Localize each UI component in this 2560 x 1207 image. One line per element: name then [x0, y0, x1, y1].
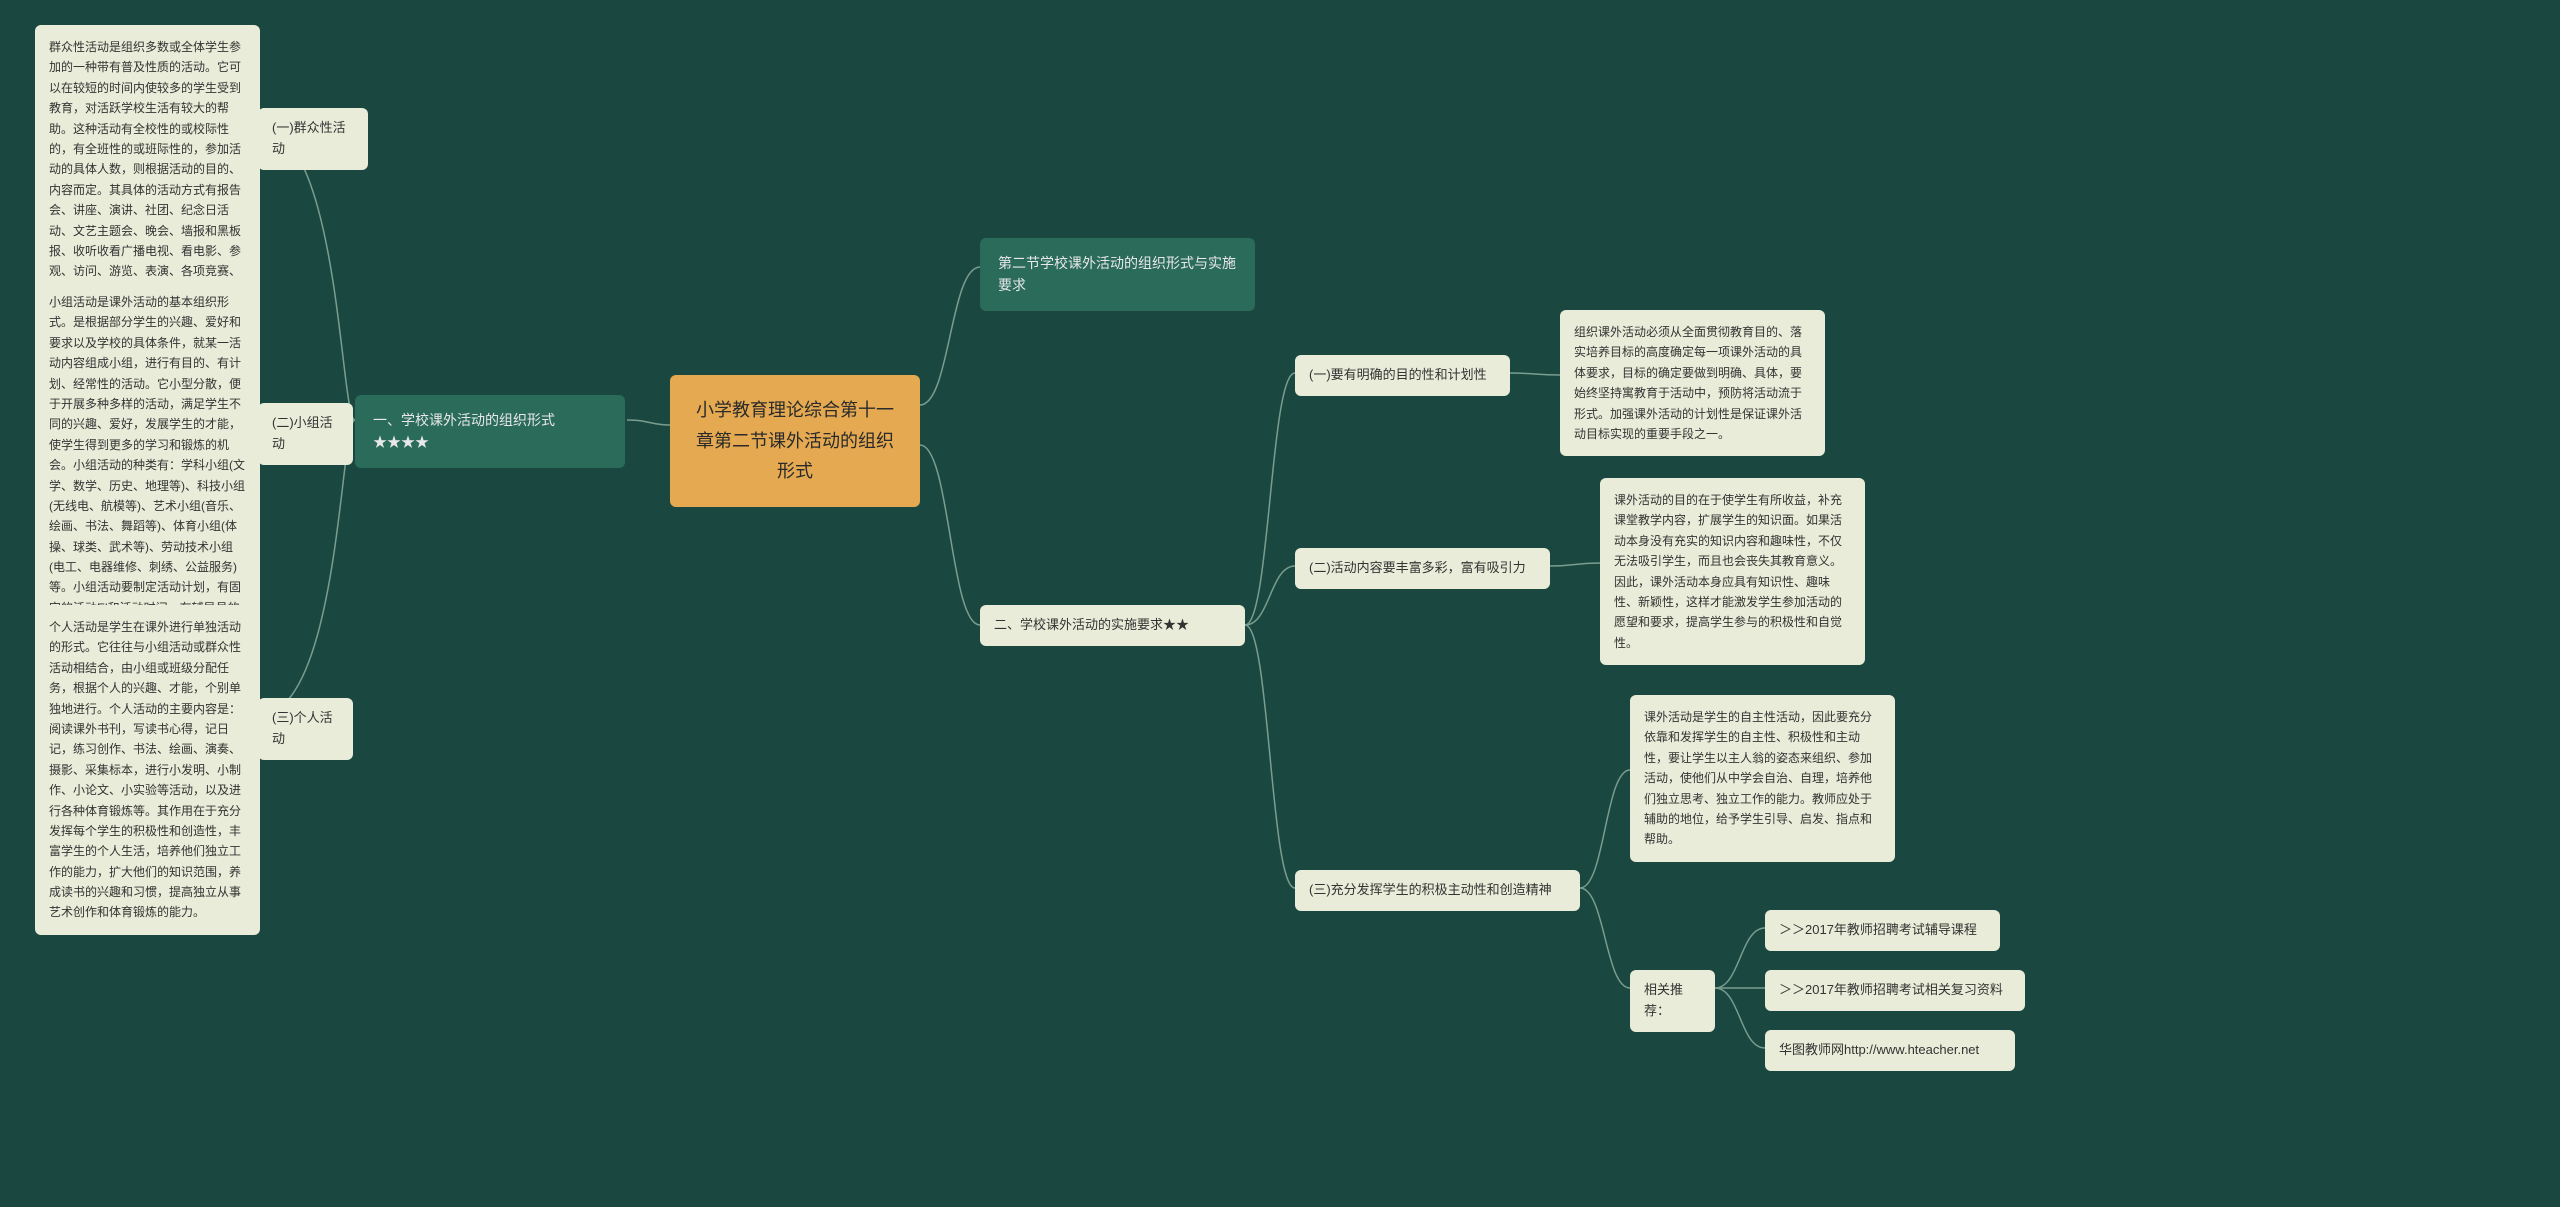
right-sub-2: (三)充分发挥学生的积极主动性和创造精神: [1295, 870, 1580, 911]
left-main-branch: 一、学校课外活动的组织形式★★★★: [355, 395, 625, 468]
left-detail-2: 个人活动是学生在课外进行单独活动的形式。它往往与小组活动或群众性活动相结合，由小…: [35, 605, 260, 935]
right-sub-0: (一)要有明确的目的性和计划性: [1295, 355, 1510, 396]
recommend-item-2: 华图教师网http://www.hteacher.net: [1765, 1030, 2015, 1071]
left-detail-0: 群众性活动是组织多数或全体学生参加的一种带有普及性质的活动。它可以在较短的时间内…: [35, 25, 260, 314]
center-node: 小学教育理论综合第十一章第二节课外活动的组织形式: [670, 375, 920, 507]
left-sub-0: (一)群众性活动: [258, 108, 368, 170]
left-sub-1: (二)小组活动: [258, 403, 353, 465]
right-top-branch: 第二节学校课外活动的组织形式与实施要求: [980, 238, 1255, 311]
recommend-label: 相关推荐：: [1630, 970, 1715, 1032]
right-detail-1: 课外活动的目的在于使学生有所收益，补充课堂教学内容，扩展学生的知识面。如果活动本…: [1600, 478, 1865, 665]
recommend-item-0: ＞＞2017年教师招聘考试辅导课程: [1765, 910, 2000, 951]
right-detail-2: 课外活动是学生的自主性活动，因此要充分依靠和发挥学生的自主性、积极性和主动性，要…: [1630, 695, 1895, 862]
left-sub-2: (三)个人活动: [258, 698, 353, 760]
connector-lines: [0, 0, 2560, 1207]
right-main-branch: 二、学校课外活动的实施要求★★: [980, 605, 1245, 646]
left-detail-1: 小组活动是课外活动的基本组织形式。是根据部分学生的兴趣、爱好和要求以及学校的具体…: [35, 280, 260, 651]
right-detail-0: 组织课外活动必须从全面贯彻教育目的、落实培养目标的高度确定每一项课外活动的具体要…: [1560, 310, 1825, 456]
recommend-item-1: ＞＞2017年教师招聘考试相关复习资料: [1765, 970, 2025, 1011]
right-sub-1: (二)活动内容要丰富多彩，富有吸引力: [1295, 548, 1550, 589]
